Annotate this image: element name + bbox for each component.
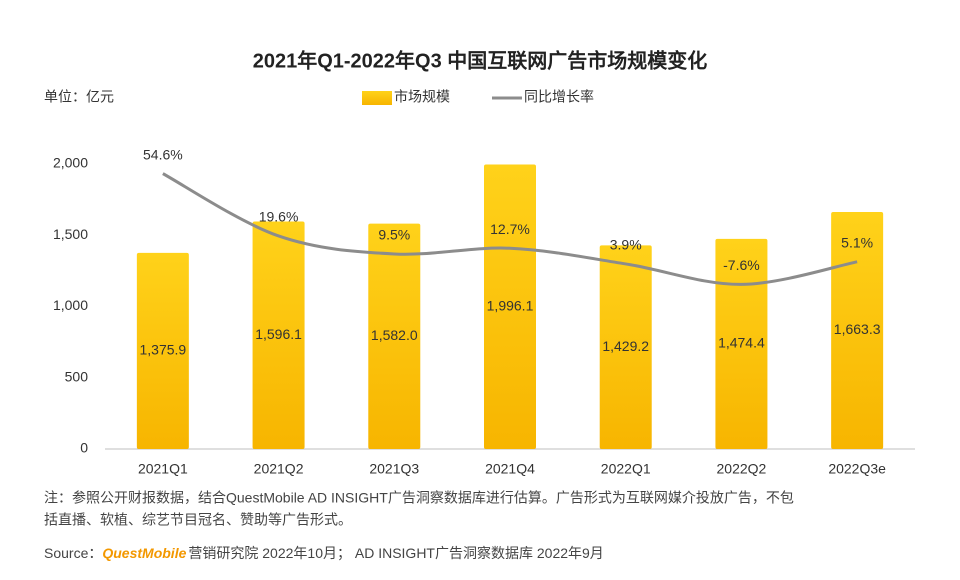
- x-tick-label: 2021Q1: [138, 461, 188, 477]
- bar-value-label: 1,429.2: [602, 338, 649, 354]
- y-tick-label: 1,000: [53, 297, 88, 313]
- legend-label: 市场规模: [394, 89, 450, 105]
- x-tick-label: 2021Q2: [254, 461, 304, 477]
- unit-label: 单位：亿元: [44, 89, 114, 105]
- bar-value-label: 1,663.3: [834, 321, 881, 337]
- x-tick-label: 2022Q1: [601, 461, 651, 477]
- bar: [136, 252, 189, 449]
- bar-value-label: 1,474.4: [718, 335, 765, 351]
- y-tick-label: 1,500: [53, 226, 88, 242]
- line-value-label: -7.6%: [723, 257, 760, 273]
- note-line: 括直播、软植、综艺节目冠名、赞助等广告形式。: [44, 512, 352, 528]
- source: Source：QuestMobile 营销研究院 2022年10月； AD INS…: [44, 545, 604, 562]
- y-tick-label: 2,000: [53, 155, 88, 171]
- x-tick-label: 2022Q2: [717, 461, 767, 477]
- x-tick-label: 2021Q3: [369, 461, 419, 477]
- line-value-label: 12.7%: [490, 221, 530, 237]
- bar-value-label: 1,596.1: [255, 326, 302, 342]
- line-value-label: 19.6%: [259, 209, 299, 225]
- x-tick-label: 2022Q3e: [828, 461, 886, 477]
- line-value-label: 5.1%: [841, 234, 873, 250]
- bar: [831, 211, 884, 449]
- bar-value-label: 1,996.1: [487, 297, 534, 313]
- line-value-label: 3.9%: [610, 237, 642, 253]
- note-line: 注：参照公开财报数据，结合QuestMobile AD INSIGHT广告洞察数…: [44, 490, 794, 506]
- bar: [599, 245, 652, 449]
- bar-value-label: 1,375.9: [139, 342, 186, 358]
- source-label: Source：: [44, 545, 102, 561]
- bar: [252, 221, 305, 449]
- line-value-label: 9.5%: [378, 227, 410, 243]
- legend-swatch: [362, 91, 392, 105]
- line-value-label: 54.6%: [143, 146, 183, 162]
- bar-value-label: 1,582.0: [371, 327, 418, 343]
- bar: [484, 164, 536, 449]
- bar: [368, 223, 421, 449]
- legend-label: 同比增长率: [524, 89, 594, 105]
- bar: [715, 238, 768, 449]
- line: [162, 172, 858, 286]
- source-brand: QuestMobile: [102, 545, 186, 561]
- source-text: 营销研究院 2022年10月； AD INSIGHT广告洞察数据库 2022年9…: [188, 545, 603, 562]
- y-tick-label: 500: [65, 368, 89, 384]
- y-tick-label: 0: [80, 440, 88, 456]
- chart-title: 2021年Q1-2022年Q3 中国互联网广告市场规模变化: [253, 48, 708, 72]
- x-tick-label: 2021Q4: [485, 461, 535, 477]
